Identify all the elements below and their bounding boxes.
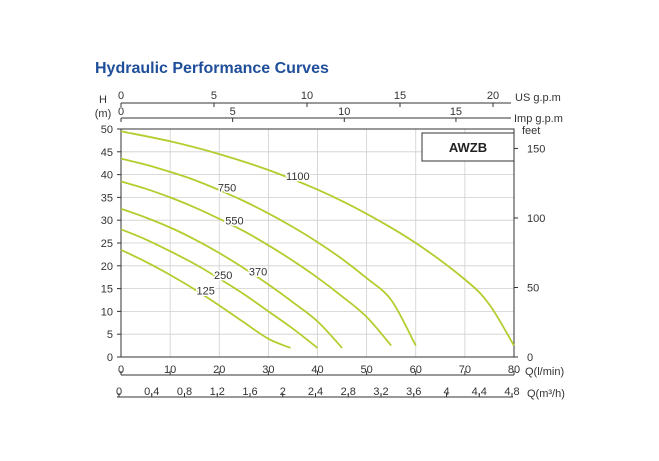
bottom-m3h-tick-label: 1.6 — [242, 386, 257, 398]
left-tick-label: 45 — [101, 147, 113, 159]
bottom-m3h-tick-label: 2.4 — [308, 386, 323, 398]
bottom-m3h-tick-label: 2.8 — [341, 386, 356, 398]
curve-label-250: 250 — [214, 270, 232, 282]
top-us-tick-label: 15 — [394, 90, 406, 102]
curve-label-550: 550 — [225, 215, 243, 227]
curve-370 — [120, 207, 343, 349]
chart-title: Hydraulic Performance Curves — [95, 60, 329, 77]
curve-labels: 1100 750 550 370 250 125 — [195, 169, 311, 299]
left-tick-label: 20 — [101, 261, 113, 273]
right-tick-label: 150 — [527, 143, 545, 155]
right-tick-label: 0 — [527, 352, 533, 364]
left-tick-label: 15 — [101, 284, 113, 296]
bottom-m3h-tick-label: 4.8 — [504, 386, 519, 398]
model-label: AWZB — [449, 140, 487, 155]
bottom-m3h-tick-label: 3.6 — [406, 386, 421, 398]
left-unit-line2: (m) — [95, 108, 112, 120]
left-tick-label: 40 — [101, 170, 113, 182]
top-us-unit: US g.p.m — [515, 92, 561, 104]
right-tick-label: 50 — [527, 282, 539, 294]
curves — [120, 130, 515, 349]
curve-1100 — [120, 130, 515, 347]
bottom-q-tick-label: 60 — [410, 364, 422, 376]
model-box — [421, 132, 515, 162]
left-tick-label: 30 — [101, 215, 113, 227]
bottom-q-tick-label: 10 — [164, 364, 176, 376]
top-imp-tick-label: 10 — [338, 106, 350, 118]
curve-label-125: 125 — [197, 286, 215, 298]
left-tick-label: 0 — [107, 352, 113, 364]
top-us-tick-label: 10 — [301, 90, 313, 102]
curve-125 — [120, 248, 291, 349]
bottom-m3h-tick-label: 1.2 — [210, 386, 225, 398]
curve-label-750: 750 — [218, 183, 236, 195]
bottom-q-tick-label: 0 — [118, 364, 124, 376]
top-imp-unit: Imp g.p.m — [514, 113, 563, 125]
bottom-q-tick-label: 80 — [508, 364, 520, 376]
curve-label-1100: 1100 — [286, 171, 310, 183]
right-unit: feet — [522, 125, 540, 137]
left-tick-label: 10 — [101, 306, 113, 318]
top-imp-tick-label: 15 — [450, 106, 462, 118]
top-us-tick-label: 0 — [118, 90, 124, 102]
left-tick-label: 50 — [101, 124, 113, 136]
bottom-m3h-tick-label: 0.4 — [144, 386, 159, 398]
curve-250 — [120, 228, 319, 349]
left-tick-label: 25 — [101, 238, 113, 250]
curve-750 — [120, 157, 417, 347]
right-tick-label: 100 — [527, 213, 545, 225]
bottom-m3h-tick-label: 4.4 — [472, 386, 487, 398]
axes — [117, 102, 518, 398]
bottom-q-tick-label: 30 — [262, 364, 274, 376]
left-unit-line1: H — [99, 94, 107, 106]
top-us-tick-label: 20 — [487, 90, 499, 102]
bottom-q-tick-label: 20 — [213, 364, 225, 376]
bottom-q-tick-label: 50 — [361, 364, 373, 376]
left-tick-label: 5 — [107, 329, 113, 341]
left-tick-label: 35 — [101, 192, 113, 204]
top-imp-tick-label: 5 — [230, 106, 236, 118]
top-imp-tick-label: 0 — [118, 106, 124, 118]
bottom-q-tick-label: 40 — [311, 364, 323, 376]
top-us-tick-label: 5 — [211, 90, 217, 102]
bottom-m3h-tick-label: 4 — [443, 386, 449, 398]
bottom-m3h-tick-label: 3.2 — [373, 386, 388, 398]
bottom-m3h-tick-label: 2 — [280, 386, 286, 398]
bottom-m3h-tick-label: 0 — [116, 386, 122, 398]
bottom-q-tick-label: 70 — [459, 364, 471, 376]
curve-550 — [120, 180, 392, 347]
curve-label-370: 370 — [249, 267, 267, 279]
bottom-m3h-unit: Q(m³/h) — [527, 388, 565, 400]
bottom-m3h-tick-label: 0.8 — [177, 386, 192, 398]
bottom-q-unit: Q(l/min) — [525, 366, 564, 378]
